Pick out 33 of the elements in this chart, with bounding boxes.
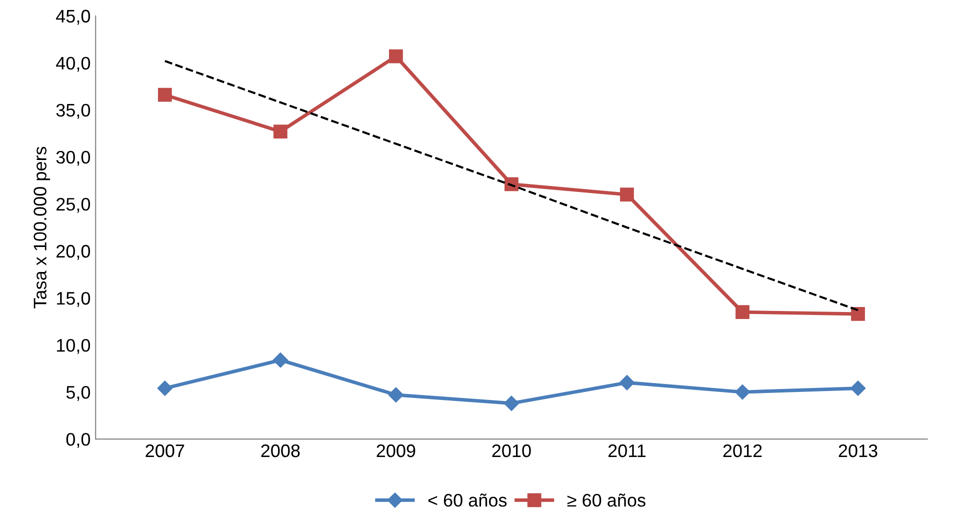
y-tick-label: 35,0 [56,104,90,119]
y-tick-label: 30,0 [56,150,90,166]
y-tick-label: 40,0 [56,56,90,72]
point [272,352,288,368]
x-tick-label: 2008 [261,444,300,458]
x-tick-label: 2007 [146,444,184,458]
y-tick-label: 20,0 [56,244,90,260]
y-tick-label: 25,0 [56,198,90,213]
y-tick-label: 15,0 [56,292,90,307]
x-tick-label: 2010 [492,444,531,458]
point [158,88,172,102]
point [620,188,634,202]
y-tick-label: 5,0 [66,386,90,401]
point [388,387,404,402]
legend-label: < 60 años [428,494,507,507]
point [157,380,172,396]
point [851,307,865,321]
y-tick-label: 10,0 [56,338,90,354]
x-tick-label: 2011 [608,444,646,458]
legend-label: ≥ 60 años [567,494,646,507]
y-tick-label: 0,0 [66,433,90,448]
point [273,124,288,138]
y-tick-label: 45,0 [56,10,90,25]
x-tick-label: 2013 [838,444,878,458]
point [736,305,750,320]
y-axis-title: Tasa x 100.000 pers [34,146,50,308]
x-tick-label: 2012 [723,444,762,458]
point [734,384,750,400]
point [504,396,520,411]
point [619,375,635,390]
point [850,380,866,396]
point [389,49,403,64]
x-tick-label: 2009 [376,444,416,458]
